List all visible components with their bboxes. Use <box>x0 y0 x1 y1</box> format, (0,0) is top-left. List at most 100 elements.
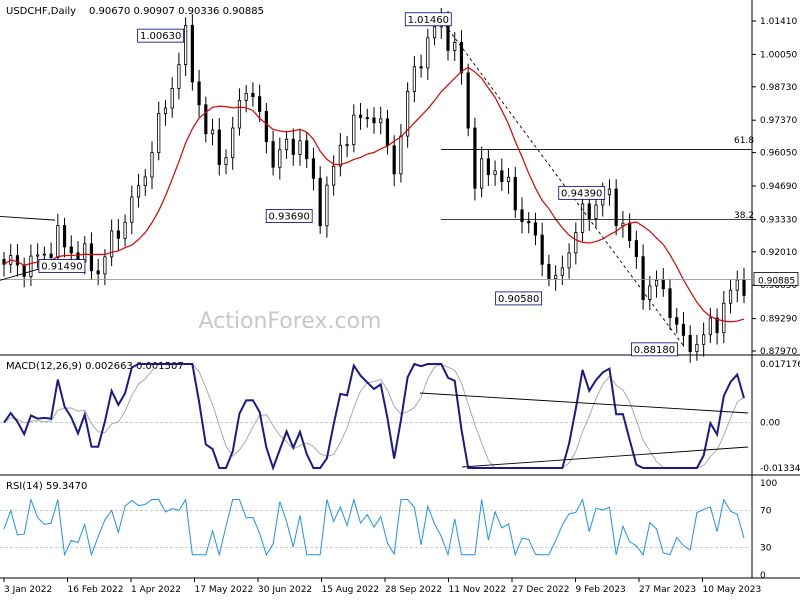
price-annotation: 0.90580 <box>495 291 543 306</box>
candle <box>271 130 275 176</box>
current-price-badge: 0.90885 <box>753 272 799 286</box>
candle <box>217 117 221 176</box>
candle <box>177 52 181 100</box>
macd-signal-line <box>3 363 745 469</box>
candle <box>305 132 309 168</box>
candle <box>184 17 188 77</box>
wedge-upper-line <box>0 215 56 221</box>
candle <box>358 102 363 130</box>
candle <box>735 270 739 303</box>
candle <box>668 278 672 330</box>
svg-text:0.88180: 0.88180 <box>634 345 675 356</box>
svg-text:0.90580: 0.90580 <box>498 294 539 305</box>
candle <box>365 108 369 128</box>
y-tick-label: 0.93330 <box>760 215 797 225</box>
candle <box>163 99 168 126</box>
axes: 1.01410 1.00050 0.98730 0.97370 0.96050 0.946… <box>3 17 800 595</box>
candle <box>453 31 457 61</box>
candle <box>110 219 114 267</box>
price-annotation: 1.00630 <box>137 28 185 43</box>
svg-text:1.00630: 1.00630 <box>140 31 181 42</box>
x-tick-label: 1 Apr 2022 <box>131 585 181 595</box>
candle <box>251 82 255 107</box>
candle <box>574 222 578 265</box>
candle <box>150 141 154 189</box>
rsi-line <box>3 497 745 557</box>
candle <box>15 243 20 277</box>
watermark: ActionForex.com <box>199 309 382 334</box>
symbol-label: USDCHF,Daily <box>6 6 76 17</box>
candle <box>136 173 141 208</box>
y-tick-label: 0.94690 <box>760 182 797 192</box>
candle <box>325 176 329 238</box>
candle <box>506 167 511 194</box>
candle <box>554 265 558 291</box>
rsi-panel <box>0 497 752 557</box>
candle <box>621 210 625 238</box>
candle <box>493 160 497 186</box>
ohlc-label: 0.90670 0.90907 0.90336 0.90885 <box>89 6 264 17</box>
svg-text:0.91490: 0.91490 <box>41 262 82 273</box>
x-tick-label: 11 Nov 2022 <box>449 585 507 595</box>
candle <box>56 213 60 268</box>
x-tick-label: 27 Dec 2022 <box>512 585 570 595</box>
candle <box>224 149 228 175</box>
candle <box>722 291 726 344</box>
candle <box>345 135 349 158</box>
candle <box>284 130 289 159</box>
candle <box>231 116 235 170</box>
y-tick-label: 0.90650 <box>760 281 797 291</box>
candle <box>2 252 6 277</box>
macd-panel <box>0 362 752 472</box>
x-tick-label: 17 May 2022 <box>195 585 254 595</box>
candle <box>62 217 67 258</box>
candle <box>237 88 242 136</box>
rsi-y-tick: 30 <box>760 543 772 553</box>
price-panel: 1.00630 1.01460 0.93690 0.91490 0.90580 0.943… <box>0 7 752 363</box>
candle <box>607 179 612 206</box>
price-annotation: 1.01460 <box>404 12 452 27</box>
candle <box>130 185 134 235</box>
candle <box>560 255 564 286</box>
macd-y-tick: -0.01334 <box>760 464 800 474</box>
candle <box>332 155 336 196</box>
price-annotation: 0.94390 <box>558 185 606 200</box>
candle <box>379 106 383 135</box>
x-tick-label: 9 Feb 2023 <box>576 585 626 595</box>
macd-upper-trendline <box>419 392 749 414</box>
price-annotation: 0.91490 <box>38 259 86 273</box>
x-tick-label: 3 Jan 2022 <box>4 585 52 595</box>
rsi-y-tick: 70 <box>760 507 772 517</box>
price-annotation: 0.88180 <box>631 342 678 357</box>
candle <box>661 268 665 297</box>
candle <box>540 222 544 277</box>
macd-y-tick: 0.00 <box>760 419 780 429</box>
y-tick-label: 0.98730 <box>760 83 797 93</box>
candle <box>190 14 194 91</box>
candle <box>500 158 504 191</box>
candle <box>352 104 356 153</box>
candle <box>291 128 295 166</box>
candle <box>258 84 262 122</box>
y-tick-label: 0.97370 <box>760 116 797 126</box>
candle <box>204 96 208 143</box>
candle <box>278 137 282 180</box>
candle <box>547 254 551 287</box>
candle <box>459 30 464 85</box>
svg-text:1.01460: 1.01460 <box>408 15 449 26</box>
macd-label: MACD(12,26,9) 0.002663 0.001507 <box>6 361 184 372</box>
candle <box>298 128 302 166</box>
candle <box>318 166 322 234</box>
candle <box>264 102 268 154</box>
candle <box>36 243 40 269</box>
candle <box>702 322 706 357</box>
candle <box>406 82 410 148</box>
y-tick-label: 0.89290 <box>760 315 797 325</box>
candle <box>594 195 598 228</box>
trend-line <box>440 19 684 347</box>
y-tick-label: 0.92010 <box>760 248 797 258</box>
candle <box>567 243 571 279</box>
candle <box>695 334 699 361</box>
